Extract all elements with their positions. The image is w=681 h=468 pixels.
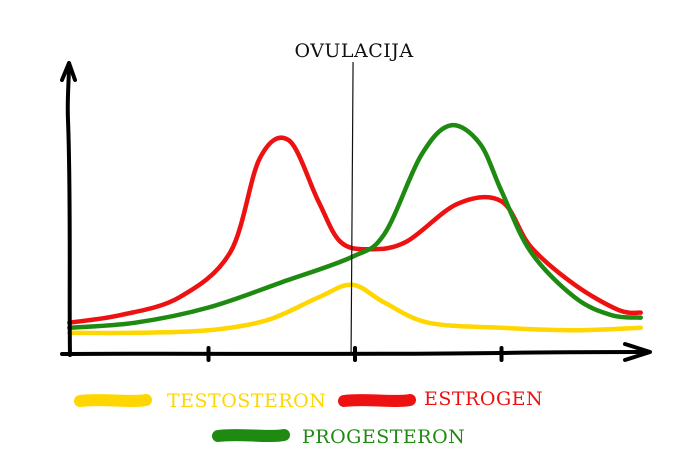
series-line-progesteron <box>67 122 643 331</box>
y-axis <box>65 62 72 357</box>
legend-label-testosteron: TESTOSTERON <box>167 390 326 412</box>
legend-swatch-progesteron <box>212 429 290 442</box>
ovulation-annotation: OVULACIJA <box>294 40 413 356</box>
legend-swatch-testosteron <box>74 394 152 407</box>
series-lines <box>67 122 643 336</box>
ovulation-label: OVULACIJA <box>294 40 413 62</box>
ovulation-line <box>350 61 354 356</box>
legend: TESTOSTERON ESTROGEN PROGESTERON <box>74 388 543 448</box>
x-axis <box>60 350 650 356</box>
legend-swatch-estrogen <box>338 394 416 407</box>
legend-label-progesteron: PROGESTERON <box>302 426 465 448</box>
x-axis-arrow <box>623 342 652 362</box>
legend-label-estrogen: ESTROGEN <box>424 388 543 410</box>
y-axis-arrow <box>60 61 77 82</box>
series-line-estrogen <box>67 135 643 325</box>
axes <box>60 61 652 362</box>
